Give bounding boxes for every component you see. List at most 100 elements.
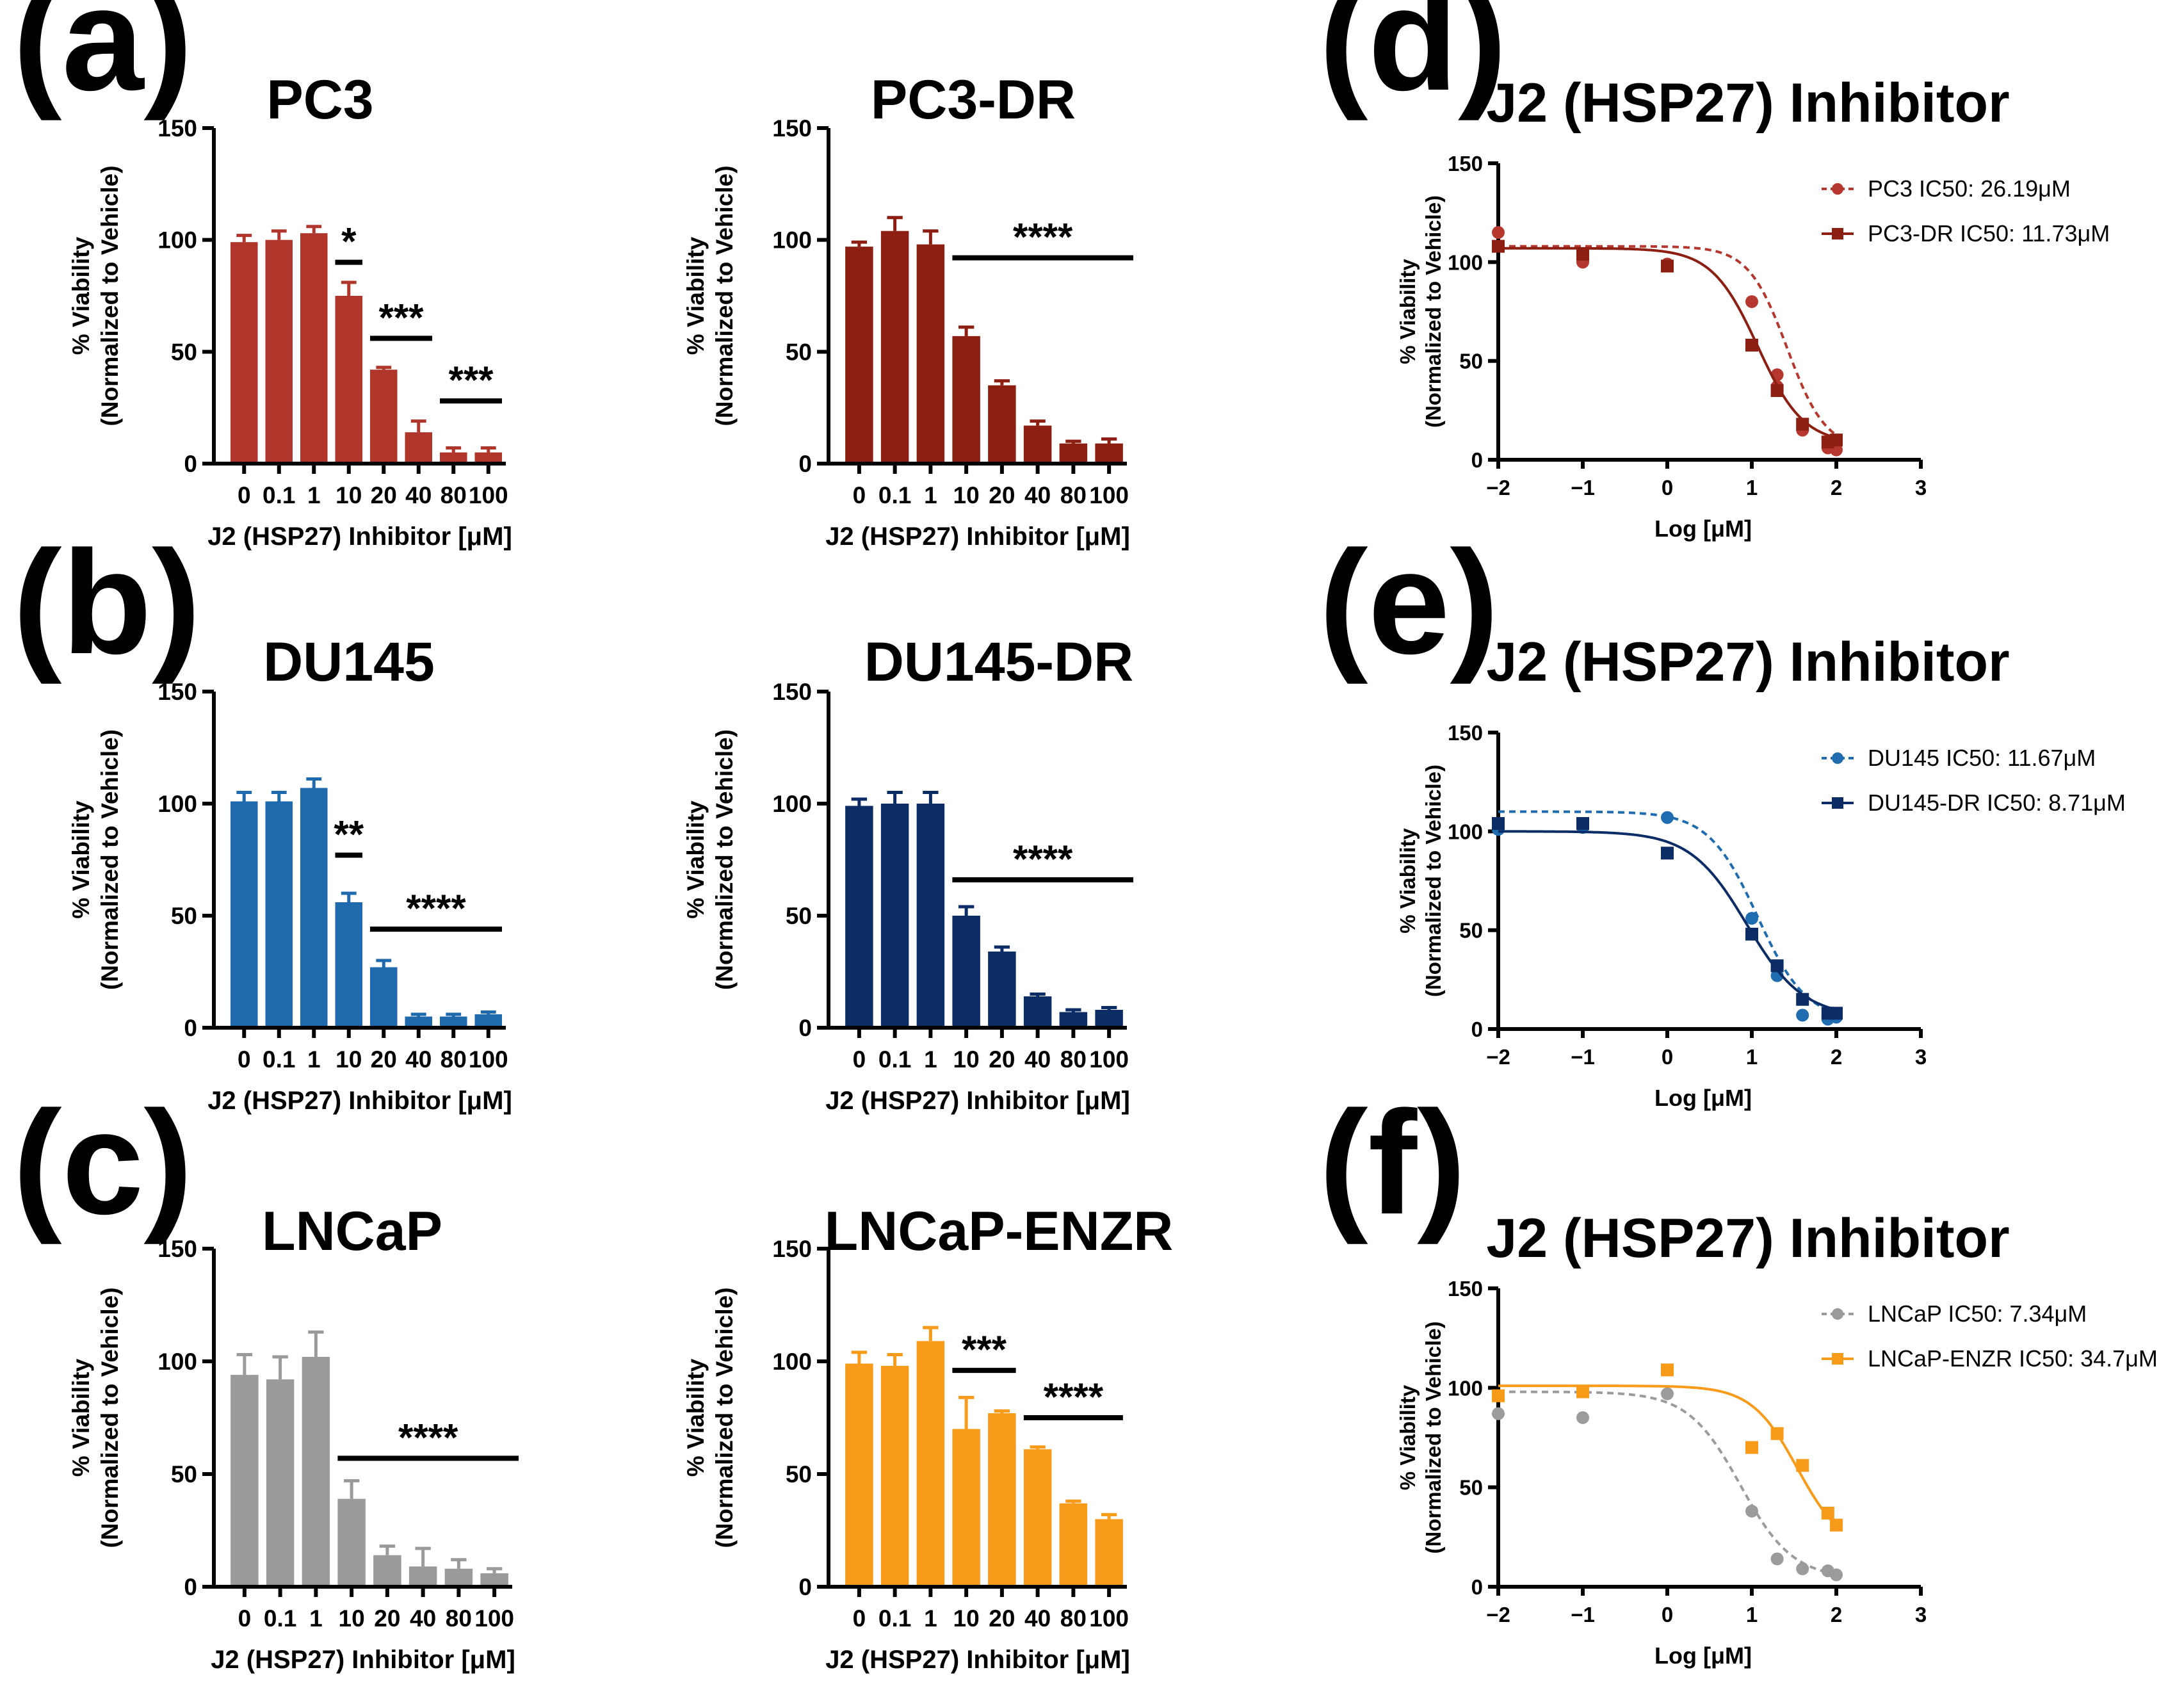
x-tick-label: 10 <box>336 482 362 508</box>
y-axis-label-secondary: (Normalized to Vehicle) <box>1421 1321 1445 1553</box>
y-tick-label: 100 <box>772 1349 812 1375</box>
bar <box>480 1573 508 1587</box>
y-axis-label: % Viability <box>1396 828 1420 934</box>
bar <box>335 902 363 1028</box>
x-tick-label: 40 <box>405 1046 432 1073</box>
legend-marker <box>1832 797 1843 809</box>
x-axis-label: J2 (HSP27) Inhibitor [μM] <box>825 523 1130 551</box>
panel-title: PC3-DR <box>871 69 1076 131</box>
x-tick-label: 80 <box>446 1605 472 1632</box>
legend-label: DU145-DR IC50: 8.71μM <box>1868 790 2126 816</box>
bar <box>1095 1519 1123 1587</box>
bar <box>916 244 945 464</box>
bar <box>335 296 363 464</box>
y-tick-label: 50 <box>1459 350 1483 373</box>
y-tick-label: 0 <box>798 451 812 477</box>
x-tick-label: −1 <box>1571 476 1595 499</box>
x-tick-label: 1 <box>307 1046 321 1073</box>
bar <box>373 1555 401 1587</box>
legend-marker <box>1832 1353 1843 1365</box>
x-tick-label: −2 <box>1486 476 1510 499</box>
y-axis-label-secondary: (Normalized to Vehicle) <box>711 1287 738 1548</box>
x-tick-label: 40 <box>405 482 432 508</box>
fit-curve <box>1498 245 1838 437</box>
y-tick-label: 50 <box>1459 1476 1483 1500</box>
y-tick-label: 0 <box>184 1574 197 1600</box>
x-tick-label: 80 <box>1060 1046 1087 1073</box>
bar <box>1059 1012 1088 1028</box>
y-tick-label: 100 <box>772 791 812 817</box>
x-tick-label: 40 <box>410 1605 436 1632</box>
x-tick-label: 80 <box>1060 482 1087 508</box>
bar <box>265 239 293 464</box>
fit-curve <box>1498 1390 1837 1576</box>
y-axis-label: % Viability <box>683 1358 709 1477</box>
panel-title: J2 (HSP27) Inhibitor <box>1486 1208 2009 1269</box>
y-tick-label: 100 <box>1448 1376 1483 1400</box>
x-tick-label: 1 <box>307 482 321 508</box>
x-tick-label: 20 <box>989 1605 1015 1632</box>
bar <box>408 1566 437 1587</box>
bar <box>880 1366 909 1587</box>
panel-letter: (c) <box>13 1080 193 1245</box>
bar <box>952 336 980 464</box>
panel-title: J2 (HSP27) Inhibitor <box>1486 631 2009 693</box>
bar <box>231 1375 259 1587</box>
x-tick-label: 40 <box>1024 482 1051 508</box>
y-tick-label: 100 <box>1448 250 1483 274</box>
y-tick-label: 0 <box>798 1574 812 1600</box>
panel-title: PC3 <box>266 69 373 131</box>
legend-marker <box>1832 183 1843 195</box>
bar <box>1059 443 1088 464</box>
y-axis-label: % Viability <box>68 800 94 919</box>
x-axis-label: J2 (HSP27) Inhibitor [μM] <box>211 1646 515 1674</box>
data-point <box>1745 295 1758 309</box>
y-tick-label: 0 <box>1471 1017 1483 1041</box>
data-point <box>1796 1459 1809 1472</box>
x-tick-label: 0 <box>238 482 251 508</box>
y-axis-label: % Viability <box>683 800 709 919</box>
y-tick-label: 50 <box>171 1461 197 1487</box>
panel-title: LNCaP <box>262 1201 442 1262</box>
bar <box>880 804 909 1028</box>
x-tick-label: 3 <box>1915 1603 1927 1626</box>
data-point <box>1576 247 1589 261</box>
x-axis-label: Log [μM] <box>1654 1642 1752 1669</box>
y-axis-label: % Viability <box>68 1358 94 1477</box>
y-tick-label: 150 <box>1448 721 1483 745</box>
y-axis-label-secondary: (Normalized to Vehicle) <box>711 729 738 990</box>
significance-label: **** <box>1013 216 1073 259</box>
x-tick-label: 20 <box>374 1605 400 1632</box>
x-tick-label: 3 <box>1915 476 1927 499</box>
panel-title: DU145 <box>263 631 435 693</box>
y-axis-label-secondary: (Normalized to Vehicle) <box>1421 765 1445 997</box>
x-tick-label: 0.1 <box>263 482 295 508</box>
x-tick-label: −2 <box>1486 1045 1510 1069</box>
y-axis-label: % Viability <box>68 236 94 355</box>
y-tick-label: 150 <box>772 115 812 142</box>
data-point <box>1830 1568 1843 1582</box>
bar <box>337 1498 366 1587</box>
bar <box>405 432 433 464</box>
x-axis-label: Log [μM] <box>1654 1085 1752 1111</box>
y-tick-label: 100 <box>158 227 197 254</box>
data-point <box>1796 1562 1809 1576</box>
data-point <box>1830 1007 1843 1020</box>
data-point <box>1492 1389 1505 1402</box>
data-point <box>1576 816 1589 830</box>
x-tick-label: 10 <box>953 482 980 508</box>
y-axis-label-secondary: (Normalized to Vehicle) <box>711 165 738 426</box>
bar <box>230 242 258 464</box>
curve-panel-f: (f) J2 (HSP27) Inhibitor 0 50 100 150 −2 −1 0 1 2 3… <box>1319 1080 2158 1669</box>
y-axis-label-secondary: (Normalized to Vehicle) <box>97 165 123 426</box>
bar <box>845 806 873 1028</box>
x-tick-label: 1 <box>1746 1603 1758 1626</box>
bar <box>952 916 980 1028</box>
bar <box>845 247 873 464</box>
y-tick-label: 150 <box>158 1236 197 1262</box>
legend-marker <box>1832 228 1843 239</box>
